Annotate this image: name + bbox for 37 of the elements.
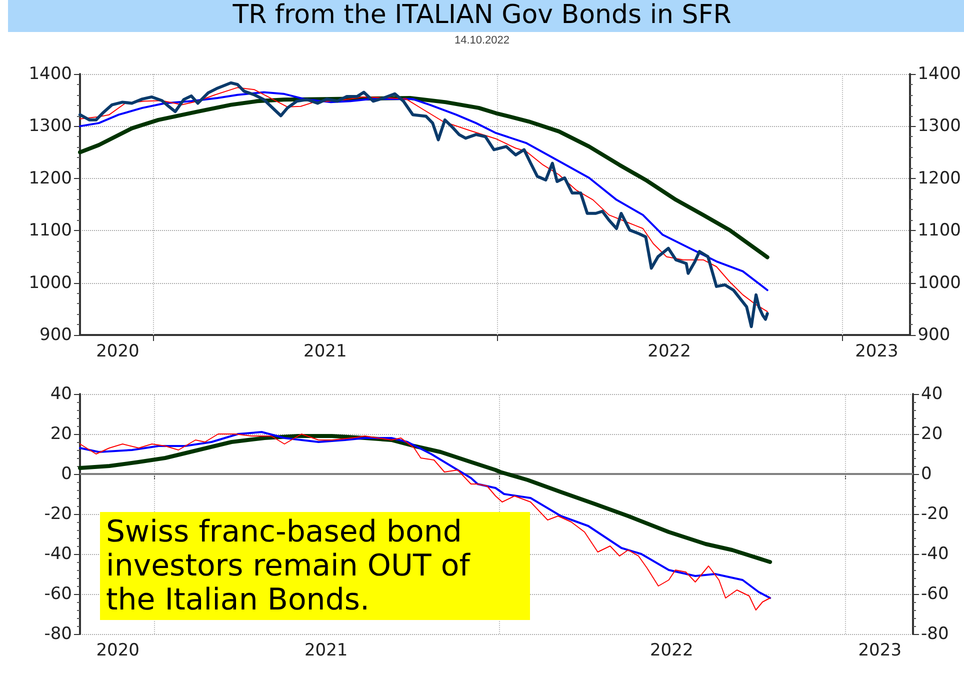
y2-tick-label: 20 xyxy=(921,424,943,444)
y2-tick-label: -80 xyxy=(921,624,949,644)
y-tick-label: -40 xyxy=(44,544,72,564)
y-tick-label: 1000 xyxy=(28,272,72,293)
chart-title: TR from the ITALIAN Gov Bonds in SFR xyxy=(232,0,732,30)
y2-tick-label: 900 xyxy=(918,325,950,345)
annotation: Swiss franc-based bond investors remain OUT of the Italian Bonds. xyxy=(106,514,480,618)
y2-tick-label: -40 xyxy=(921,544,949,564)
y2-tick-label: -60 xyxy=(921,584,949,604)
y-tick-label: 900 xyxy=(40,325,72,345)
x-tick-label: 2020 xyxy=(96,342,140,362)
y2-tick-label: 1400 xyxy=(918,64,961,84)
y-tick-label: 1200 xyxy=(28,168,72,188)
y2-tick-label: -20 xyxy=(921,504,949,524)
x-tick-label: 2023 xyxy=(858,640,902,660)
y2-tick-label: 0 xyxy=(921,464,932,484)
y-tick-label: -20 xyxy=(44,504,72,524)
y2-tick-label: 1000 xyxy=(918,272,961,293)
y-tick-label: -60 xyxy=(44,584,72,604)
chart-subtitle: 14.10.2022 xyxy=(454,34,510,46)
x-tick-label: 2022 xyxy=(650,640,694,660)
y2-tick-label: 1100 xyxy=(918,220,961,241)
y-tick-label: 1100 xyxy=(28,220,72,241)
y-tick-label: 0 xyxy=(61,464,72,484)
y-tick-label: 1300 xyxy=(28,116,72,136)
y2-tick-label: 1300 xyxy=(918,116,961,136)
x-tick-label: 2022 xyxy=(648,342,691,362)
x-tick-label: 2021 xyxy=(304,640,348,660)
y-tick-label: 20 xyxy=(50,424,72,444)
x-tick-label: 2021 xyxy=(304,342,347,362)
y-tick-label: 1400 xyxy=(28,64,72,84)
y2-tick-label: 1200 xyxy=(918,168,961,188)
x-tick-label: 2023 xyxy=(855,342,898,362)
y-tick-label: 40 xyxy=(50,384,72,404)
y2-tick-label: 40 xyxy=(921,384,943,404)
x-tick-label: 2020 xyxy=(96,640,140,660)
y-tick-label: -80 xyxy=(44,624,72,644)
